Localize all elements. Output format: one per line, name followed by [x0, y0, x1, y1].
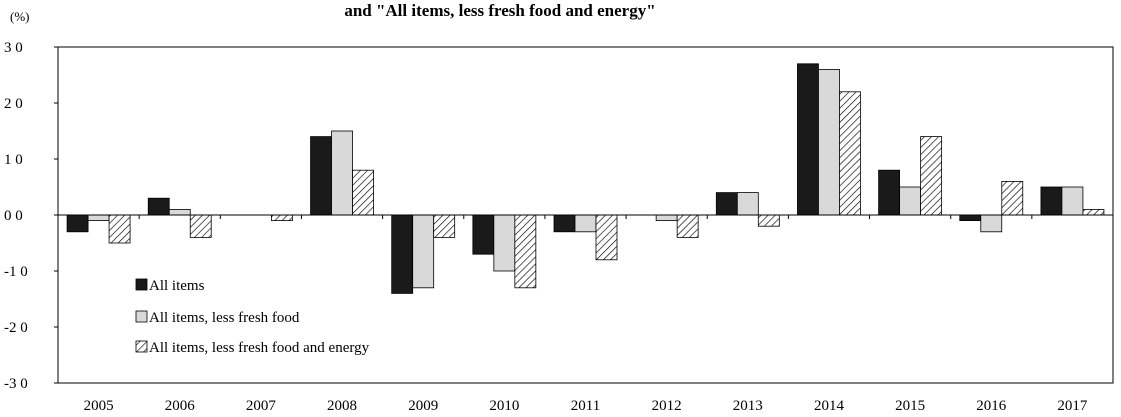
x-tick-label: 2015	[895, 398, 925, 414]
x-tick-label: 2012	[652, 398, 682, 414]
legend-label-0: All items	[149, 278, 205, 294]
legend-swatch-0	[135, 278, 148, 291]
bar-s0-2010	[472, 214, 495, 255]
bar-s2-2017	[1082, 208, 1105, 216]
y-axis: 3 0 2 0 1 0 0 0 -1 0 -2 0 -3 0	[4, 40, 58, 392]
bar-s1-2016	[980, 214, 1003, 233]
bars	[66, 63, 1105, 294]
bar-s2-2012	[676, 214, 699, 238]
bar-s0-2014	[797, 63, 819, 216]
bar-s1-2011	[574, 214, 597, 233]
bar-s2-2015	[920, 136, 943, 216]
x-tick-label: 2011	[571, 398, 600, 414]
x-tick-label: 2014	[814, 398, 845, 414]
bar-s2-2011	[595, 214, 618, 261]
bar-s0-2005	[66, 214, 89, 233]
bar-s0-2013	[715, 192, 738, 216]
bar-s1-2014	[818, 69, 840, 216]
bar-s2-2016	[1001, 180, 1024, 216]
bar-s0-2009	[391, 214, 414, 294]
bar-s1-2005	[87, 214, 110, 221]
legend-swatch-2	[135, 340, 148, 353]
x-tick-label: 2016	[976, 398, 1007, 414]
bar-s0-2017	[1040, 186, 1063, 216]
x-tick-label: 2008	[327, 398, 357, 414]
x-tick-label: 2006	[165, 398, 196, 414]
bar-s1-2006	[168, 208, 191, 216]
legend-label-2: All items, less fresh food and energy	[149, 340, 370, 356]
bar-s2-2006	[189, 214, 212, 238]
bar-s2-2008	[352, 169, 374, 216]
y-axis-unit: (%)	[10, 9, 30, 24]
bar-s2-2007	[270, 214, 293, 221]
x-tick-label: 2013	[733, 398, 763, 414]
x-tick-label: 2017	[1057, 398, 1088, 414]
bar-s0-2015	[878, 169, 901, 216]
bar-s1-2012	[655, 214, 678, 221]
y-tick-label: 0 0	[4, 208, 23, 224]
legend-label-1: All items, less fresh food	[149, 310, 300, 326]
bar-s1-2008	[331, 130, 353, 216]
x-tick-label: 2009	[408, 398, 438, 414]
y-tick-label: -2 0	[4, 320, 28, 336]
legend-swatch-1	[135, 310, 148, 323]
y-tick-label: -1 0	[4, 264, 28, 280]
bar-s2-2005	[108, 214, 131, 244]
bar-s0-2016	[959, 214, 982, 221]
bar-s1-2017	[1061, 186, 1084, 216]
y-tick-label: -3 0	[4, 376, 28, 392]
x-tick-label: 2007	[246, 398, 277, 414]
bar-s1-2013	[736, 192, 759, 216]
bar-s1-2010	[493, 214, 516, 272]
x-tick-label: 2010	[489, 398, 519, 414]
bar-s2-2014	[839, 91, 861, 216]
bar-s2-2009	[433, 214, 456, 238]
bar-s2-2010	[514, 214, 537, 289]
y-tick-label: 3 0	[4, 40, 23, 56]
bar-s0-2008	[310, 136, 332, 216]
legend: All items All items, less fresh food All i…	[135, 278, 370, 356]
x-tick-label: 2005	[84, 398, 114, 414]
bar-s2-2013	[757, 214, 780, 227]
y-tick-label: 2 0	[4, 96, 23, 112]
bar-s0-2011	[553, 214, 576, 233]
y-tick-label: 1 0	[4, 152, 23, 168]
x-axis: 2005 2006 2007 2008 2009 2010 2011 2012 2013 2014…	[57, 215, 1114, 414]
bar-s1-2009	[412, 214, 435, 289]
chart-title: and "All items, less fresh food and ener…	[344, 1, 655, 20]
bar-s1-2015	[899, 186, 922, 216]
bar-s0-2006	[147, 197, 170, 216]
